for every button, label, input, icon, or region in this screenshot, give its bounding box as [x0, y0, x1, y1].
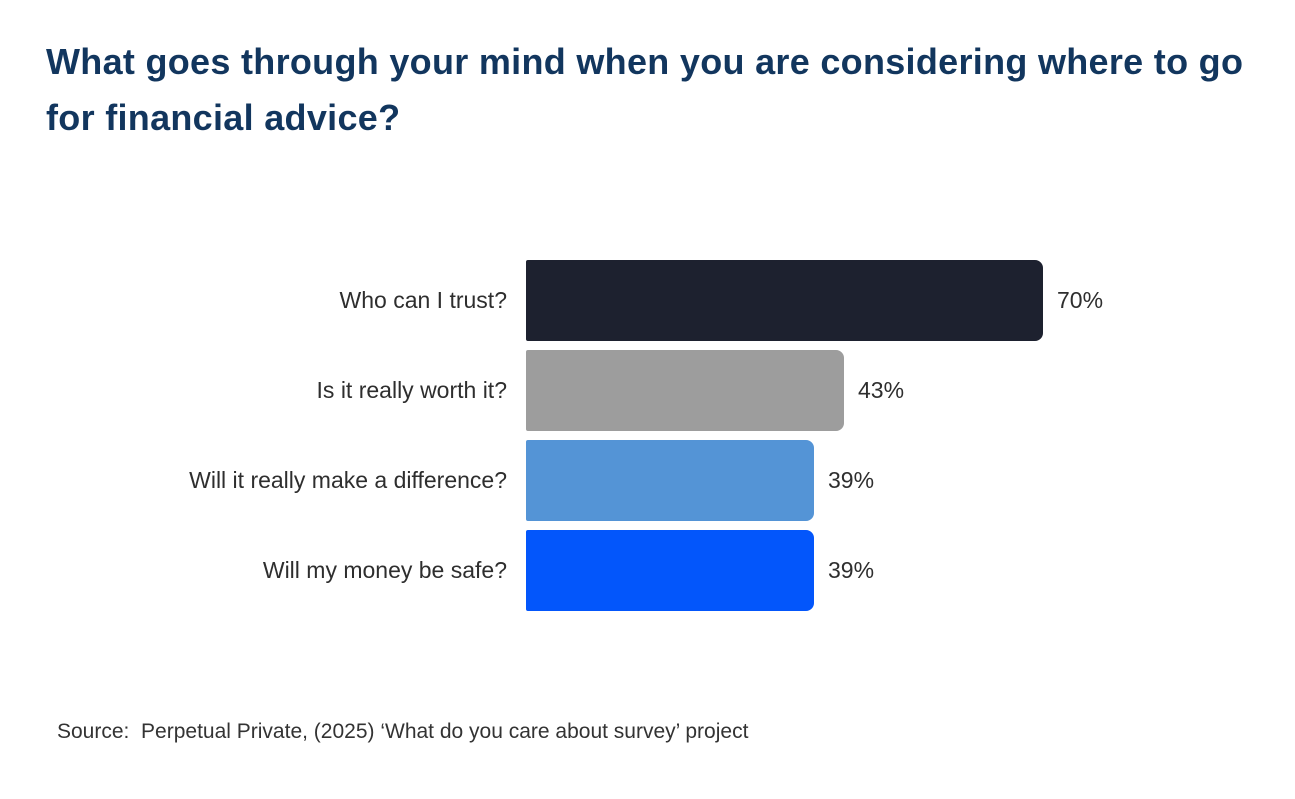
- bar-row: Who can I trust? 70%: [0, 260, 1295, 341]
- bar-row: Is it really worth it? 43%: [0, 350, 1295, 431]
- source-note: Source: Perpetual Private, (2025) ‘What …: [57, 720, 749, 743]
- value-label: 70%: [1057, 287, 1104, 313]
- bar: [526, 440, 814, 521]
- chart-title: What goes through your mind when you are…: [46, 41, 1244, 138]
- category-label: Will it really make a difference?: [189, 467, 507, 493]
- category-label: Will my money be safe?: [262, 557, 507, 583]
- value-label: 39%: [828, 557, 875, 583]
- bar: [526, 530, 814, 611]
- bar-row: Will my money be safe? 39%: [0, 530, 1295, 611]
- bar: [526, 350, 844, 431]
- bar: [526, 260, 1043, 341]
- bar-row: Will it really make a difference? 39%: [0, 440, 1295, 521]
- value-label: 43%: [858, 377, 905, 403]
- value-label: 39%: [828, 467, 875, 493]
- bar-chart: Who can I trust? 70% Is it really worth it…: [0, 260, 1295, 620]
- category-label: Who can I trust?: [339, 287, 507, 313]
- category-label: Is it really worth it?: [316, 377, 507, 403]
